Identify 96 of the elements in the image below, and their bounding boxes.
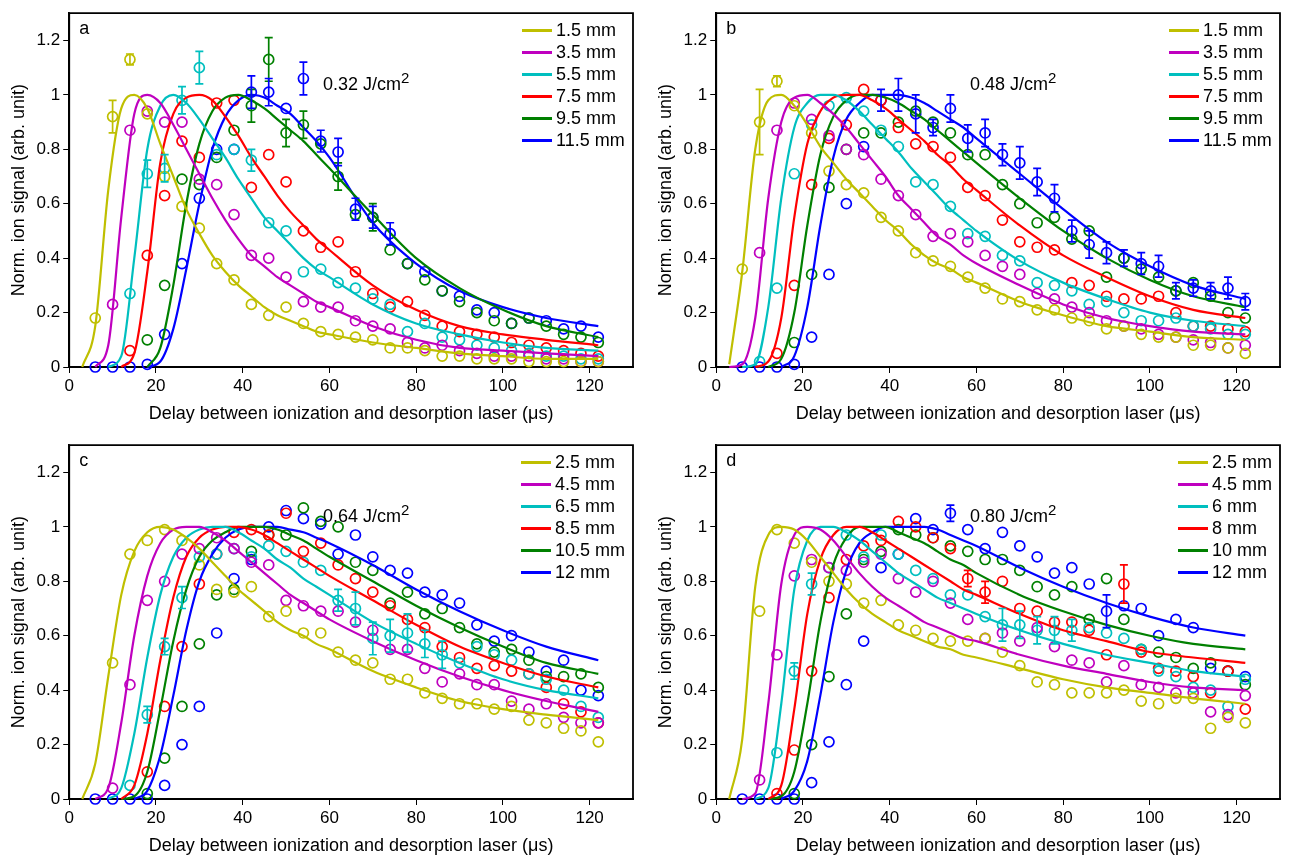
- y-tick-label: 0.8: [683, 138, 708, 158]
- legend-label: 3.5 mm: [1203, 41, 1264, 64]
- y-axis-title: Norm. ion signal (arb. unit): [654, 516, 675, 729]
- y-tick-label: 0.4: [683, 679, 708, 699]
- x-tick-label: 100: [488, 375, 518, 395]
- y-tick-label: 0: [697, 788, 708, 808]
- x-tick-label: 80: [406, 807, 426, 827]
- y-tick-label: 0: [50, 788, 61, 808]
- y-tick-label: 0.8: [36, 570, 61, 590]
- x-tick-label: 120: [575, 375, 604, 395]
- legend-label: 10.5 mm: [555, 539, 626, 562]
- x-axis-title: Delay between ionization and desorption laser (μs): [795, 835, 1201, 856]
- legend-label: 4.5 mm: [555, 473, 616, 496]
- y-tick-label: 0.2: [36, 302, 61, 322]
- legend-label: 9.5 mm: [556, 107, 617, 130]
- y-tick-label: 0.6: [36, 193, 61, 213]
- x-tick-label: 80: [1053, 807, 1073, 827]
- legend-label: 8 mm: [1212, 517, 1257, 540]
- annotation: 0.80 J/cm$^{2}$: [969, 500, 1057, 526]
- x-tick-label: 80: [406, 375, 426, 395]
- x-tick-label: 60: [319, 375, 339, 395]
- x-tick-label: 80: [1053, 375, 1073, 395]
- annotation: c: [79, 450, 89, 471]
- legend-label: 6.5 mm: [555, 495, 616, 518]
- y-tick-label: 0.2: [36, 734, 61, 754]
- x-tick-label: 100: [488, 807, 518, 827]
- legend-label: 4.5 mm: [1212, 473, 1273, 496]
- y-axis-title: Norm. ion signal (arb. unit): [7, 516, 28, 729]
- x-tick-label: 120: [1222, 807, 1251, 827]
- x-tick-label: 40: [880, 807, 900, 827]
- legend-label: 1.5 mm: [556, 19, 617, 42]
- x-tick-label: 20: [793, 375, 813, 395]
- y-tick-label: 0.4: [36, 247, 61, 267]
- y-tick-label: 1: [697, 516, 708, 536]
- legend-label: 5.5 mm: [1203, 63, 1264, 86]
- legend-label: 7.5 mm: [556, 85, 617, 108]
- x-tick-label: 40: [233, 375, 253, 395]
- y-tick-label: 1.2: [36, 30, 61, 50]
- legend-label: 8.5 mm: [555, 517, 616, 540]
- x-tick-label: 100: [1135, 375, 1165, 395]
- legend-label: 1.5 mm: [1203, 19, 1264, 42]
- y-tick-label: 0: [50, 356, 61, 376]
- x-axis-title: Delay between ionization and desorption laser (μs): [148, 835, 554, 856]
- legend-label: 2.5 mm: [555, 451, 616, 474]
- y-tick-label: 0.8: [683, 570, 708, 590]
- y-tick-label: 0.8: [36, 138, 61, 158]
- legend-label: 12 mm: [1212, 561, 1268, 584]
- y-tick-label: 1.2: [36, 462, 61, 482]
- legend-label: 3.5 mm: [556, 41, 617, 64]
- y-tick-label: 1.2: [683, 30, 708, 50]
- x-axis-title: Delay between ionization and desorption laser (μs): [795, 403, 1201, 424]
- x-tick-label: 20: [146, 807, 166, 827]
- y-tick-label: 0.2: [683, 734, 708, 754]
- x-tick-label: 120: [1222, 375, 1251, 395]
- y-tick-label: 0.4: [36, 679, 61, 699]
- x-tick-label: 0: [64, 375, 74, 395]
- legend-label: 12 mm: [555, 561, 611, 584]
- legend-label: 5.5 mm: [556, 63, 617, 86]
- y-tick-label: 0.6: [36, 625, 61, 645]
- y-tick-label: 0.6: [683, 193, 708, 213]
- y-tick-label: 0: [697, 356, 708, 376]
- y-axis-title: Norm. ion signal (arb. unit): [7, 84, 28, 297]
- legend-label: 11.5 mm: [556, 129, 625, 152]
- legend-label: 2.5 mm: [1212, 451, 1273, 474]
- y-tick-label: 0.4: [683, 247, 708, 267]
- annotation: b: [726, 18, 737, 39]
- x-axis-title: Delay between ionization and desorption laser (μs): [148, 403, 554, 424]
- y-tick-label: 1: [50, 516, 61, 536]
- x-tick-label: 40: [233, 807, 253, 827]
- legend-label: 11.5 mm: [1203, 129, 1272, 152]
- x-tick-label: 40: [880, 375, 900, 395]
- x-tick-label: 20: [146, 375, 166, 395]
- y-tick-label: 1: [50, 84, 61, 104]
- y-tick-label: 1.2: [683, 462, 708, 482]
- x-tick-label: 60: [966, 375, 986, 395]
- x-tick-label: 60: [966, 807, 986, 827]
- legend-label: 10 mm: [1212, 539, 1268, 562]
- y-axis-title: Norm. ion signal (arb. unit): [654, 84, 675, 297]
- x-tick-label: 60: [319, 807, 339, 827]
- legend-label: 6 mm: [1212, 495, 1257, 518]
- annotation: 0.64 J/cm$^{2}$: [322, 500, 410, 526]
- x-tick-label: 100: [1135, 807, 1165, 827]
- y-tick-label: 0.6: [683, 625, 708, 645]
- legend-label: 7.5 mm: [1203, 85, 1264, 108]
- annotation: a: [79, 18, 90, 39]
- annotation: d: [726, 450, 737, 471]
- x-tick-label: 120: [575, 807, 604, 827]
- annotation: 0.48 J/cm$^{2}$: [969, 68, 1057, 94]
- y-tick-label: 1: [697, 84, 708, 104]
- x-tick-label: 0: [64, 807, 74, 827]
- x-tick-label: 0: [711, 375, 721, 395]
- x-tick-label: 0: [711, 807, 721, 827]
- legend-label: 9.5 mm: [1203, 107, 1264, 130]
- annotation: 0.32 J/cm$^{2}$: [322, 68, 410, 94]
- y-tick-label: 0.2: [683, 302, 708, 322]
- x-tick-label: 20: [793, 807, 813, 827]
